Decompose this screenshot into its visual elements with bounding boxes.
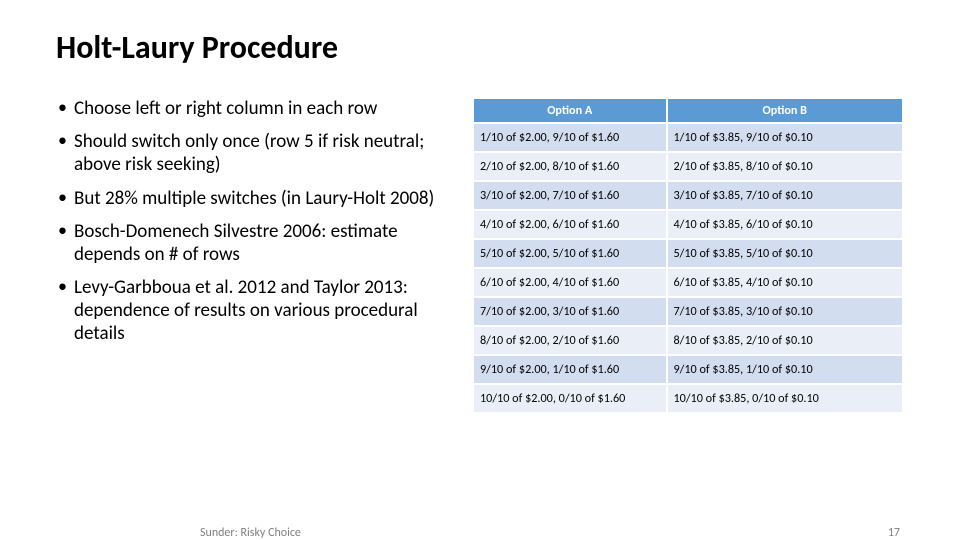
- cell-option-b: 4/10 of $3.85, 6/10 of $0.10: [667, 210, 904, 239]
- list-item: But 28% multiple switches (in Laury-Holt…: [74, 187, 464, 210]
- col-header-option-b: Option B: [667, 98, 904, 123]
- cell-option-a: 8/10 of $2.00, 2/10 of $1.60: [473, 326, 667, 355]
- table-header-row: Option A Option B: [473, 98, 903, 123]
- page-title: Holt-Laury Procedure: [56, 28, 904, 67]
- list-item: Choose left or right column in each row: [74, 97, 464, 120]
- list-item: Bosch-Domenech Silvestre 2006: estimate …: [74, 220, 464, 266]
- options-table-wrap: Option A Option B 1/10 of $2.00, 9/10 of…: [472, 97, 904, 414]
- cell-option-b: 10/10 of $3.85, 0/10 of $0.10: [667, 384, 904, 413]
- table-row: 5/10 of $2.00, 5/10 of $1.60 5/10 of $3.…: [473, 239, 903, 268]
- table-row: 4/10 of $2.00, 6/10 of $1.60 4/10 of $3.…: [473, 210, 903, 239]
- table-row: 6/10 of $2.00, 4/10 of $1.60 6/10 of $3.…: [473, 268, 903, 297]
- table-row: 8/10 of $2.00, 2/10 of $1.60 8/10 of $3.…: [473, 326, 903, 355]
- cell-option-a: 6/10 of $2.00, 4/10 of $1.60: [473, 268, 667, 297]
- list-item: Should switch only once (row 5 if risk n…: [74, 130, 464, 176]
- cell-option-b: 5/10 of $3.85, 5/10 of $0.10: [667, 239, 904, 268]
- table-row: 1/10 of $2.00, 9/10 of $1.60 1/10 of $3.…: [473, 123, 903, 152]
- cell-option-a: 3/10 of $2.00, 7/10 of $1.60: [473, 181, 667, 210]
- cell-option-a: 9/10 of $2.00, 1/10 of $1.60: [473, 355, 667, 384]
- footer-credit: Sunder: Risky Choice: [200, 526, 301, 540]
- cell-option-b: 6/10 of $3.85, 4/10 of $0.10: [667, 268, 904, 297]
- table-row: 9/10 of $2.00, 1/10 of $1.60 9/10 of $3.…: [473, 355, 903, 384]
- table-row: 2/10 of $2.00, 8/10 of $1.60 2/10 of $3.…: [473, 152, 903, 181]
- cell-option-b: 1/10 of $3.85, 9/10 of $0.10: [667, 123, 904, 152]
- cell-option-a: 7/10 of $2.00, 3/10 of $1.60: [473, 297, 667, 326]
- cell-option-b: 9/10 of $3.85, 1/10 of $0.10: [667, 355, 904, 384]
- cell-option-b: 3/10 of $3.85, 7/10 of $0.10: [667, 181, 904, 210]
- cell-option-b: 7/10 of $3.85, 3/10 of $0.10: [667, 297, 904, 326]
- table-row: 3/10 of $2.00, 7/10 of $1.60 3/10 of $3.…: [473, 181, 903, 210]
- bullet-list: Choose left or right column in each row …: [56, 97, 464, 414]
- slide: Holt-Laury Procedure Choose left or righ…: [0, 0, 960, 414]
- content-area: Choose left or right column in each row …: [56, 97, 904, 414]
- cell-option-a: 2/10 of $2.00, 8/10 of $1.60: [473, 152, 667, 181]
- cell-option-a: 5/10 of $2.00, 5/10 of $1.60: [473, 239, 667, 268]
- col-header-option-a: Option A: [473, 98, 667, 123]
- cell-option-a: 1/10 of $2.00, 9/10 of $1.60: [473, 123, 667, 152]
- list-item: Levy-Garbboua et al. 2012 and Taylor 201…: [74, 276, 464, 346]
- cell-option-a: 4/10 of $2.00, 6/10 of $1.60: [473, 210, 667, 239]
- table-row: 10/10 of $2.00, 0/10 of $1.60 10/10 of $…: [473, 384, 903, 413]
- cell-option-b: 2/10 of $3.85, 8/10 of $0.10: [667, 152, 904, 181]
- table-row: 7/10 of $2.00, 3/10 of $1.60 7/10 of $3.…: [473, 297, 903, 326]
- options-table: Option A Option B 1/10 of $2.00, 9/10 of…: [472, 97, 904, 414]
- cell-option-b: 8/10 of $3.85, 2/10 of $0.10: [667, 326, 904, 355]
- cell-option-a: 10/10 of $2.00, 0/10 of $1.60: [473, 384, 667, 413]
- slide-number: 17: [888, 526, 900, 540]
